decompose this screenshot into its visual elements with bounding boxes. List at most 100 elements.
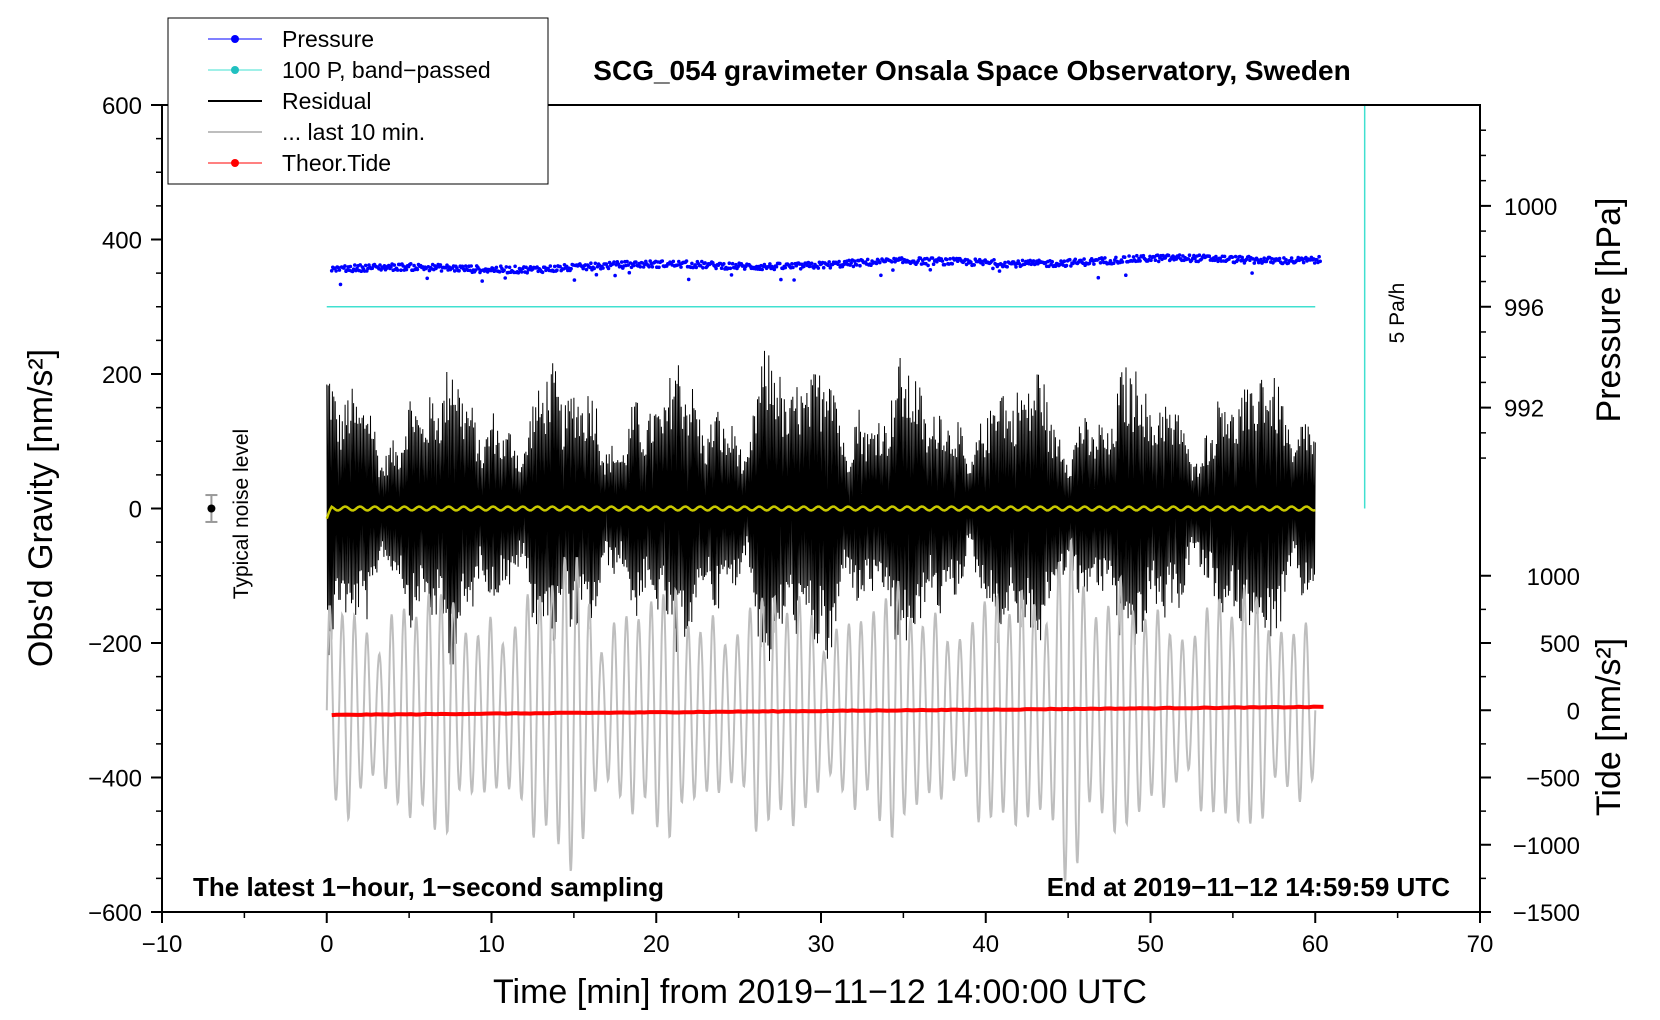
pressure-point [1187,253,1192,257]
legend-item-bandpassed: 100 P, band−passed [208,57,491,83]
pressure-point [1230,255,1235,259]
y-axis-label-left: Obs'd Gravity [nm/s²] [22,349,60,667]
pressure-point [849,261,853,265]
pressure-point [425,276,430,281]
pressure-point [473,268,478,272]
pressure-point [1250,271,1254,275]
pressure-point [1318,259,1322,264]
pressure-point [625,259,629,264]
pressure-point [555,268,559,273]
pressure-point [378,263,382,267]
tide-tick-label: 1000 [1527,564,1580,591]
pressure-point [928,268,933,272]
legend-label-pressure: Pressure [282,26,374,52]
pressure-tick-label: 996 [1504,295,1544,322]
pressure-point [1111,261,1116,266]
pressure-point [601,266,605,270]
pressure-point [807,264,812,269]
x-tick-label: 40 [972,931,999,958]
pressure-point [684,259,689,263]
pressure-point [524,265,528,270]
annotation-sampling: The latest 1−hour, 1−second sampling [193,872,664,902]
pressure-point [1050,259,1054,264]
pressure-point [581,266,585,271]
pressure-point [1069,264,1073,268]
pressure-point [507,265,512,270]
pressure-point [502,268,506,273]
pressure-point [879,273,883,278]
pressure-point [791,265,795,270]
pressure-point [837,259,841,264]
pressure-point [1031,259,1036,263]
pressure-point [1284,258,1288,262]
pressure-point [1053,264,1058,269]
x-tick-label: 70 [1467,931,1494,958]
pressure-point [513,264,517,269]
annotation-end-time: End at 2019−11−12 14:59:59 UTC [1047,872,1450,902]
pressure-point [821,265,826,270]
legend-item-pressure: Pressure [208,26,374,52]
noise-marker-point [207,504,216,513]
pressure-point [1103,256,1107,260]
pressure-point [494,265,499,270]
pressure-point [616,262,621,266]
pressure-point [1138,259,1142,263]
pressure-point [874,261,879,266]
pressure-point [991,266,995,271]
legend-item-last10: ... last 10 min. [208,119,425,145]
pressure-point [638,265,643,269]
pressure-point [852,259,857,263]
y-tick-label: 0 [129,497,142,524]
pressure-point [828,266,833,270]
pressure-point [768,262,772,266]
pressure-point [1197,253,1202,257]
y-tick-label: −200 [88,631,142,658]
pressure-point [701,266,705,270]
pressure-point [548,264,553,268]
pressure-point [1312,261,1317,265]
pressure-point [948,257,952,261]
pressure-point [1262,256,1266,261]
pressure-point [890,260,894,264]
pressure-point [1127,254,1131,258]
pressure-point [728,266,733,271]
pressure-point [552,264,557,269]
pressure-point [945,257,949,262]
pressure-point [480,279,485,283]
series-tide-line [331,704,1324,718]
pressure-point [604,262,609,266]
legend-marker-pressure [231,35,239,43]
pressure-point [992,258,996,262]
pressure-tick-label: 992 [1504,396,1544,423]
pressure-point [1252,261,1257,265]
pressure-point [358,263,363,267]
pressure-point [847,258,851,263]
pressure-point [742,267,747,271]
pressure-point [677,259,681,264]
pressure-point [1155,253,1160,257]
y-tick-label: 200 [102,362,142,389]
legend-marker-tide [231,159,239,167]
pressure-point [644,259,648,264]
pressure-point [930,256,935,260]
pressure-point [634,260,638,264]
series-pressure-points [329,253,1322,287]
pressure-point [671,259,676,264]
pressure-point [1062,259,1067,264]
data-layer [205,105,1366,883]
pressure-point [891,268,895,272]
pressure-point [729,273,734,277]
pressure-point [647,264,651,269]
y-tick-label: 400 [102,228,142,255]
tide-tick-label: 500 [1540,631,1580,658]
x-tick-label: 20 [643,931,670,958]
pressure-point [338,282,343,287]
pressure-point [1177,253,1182,257]
pressure-point [1003,260,1007,265]
pressure-point [452,269,457,273]
pressure-point [1233,254,1238,259]
pressure-point [359,269,364,274]
pressure-point [826,263,830,268]
pressure-point [389,265,393,269]
pressure-point [1166,253,1171,258]
